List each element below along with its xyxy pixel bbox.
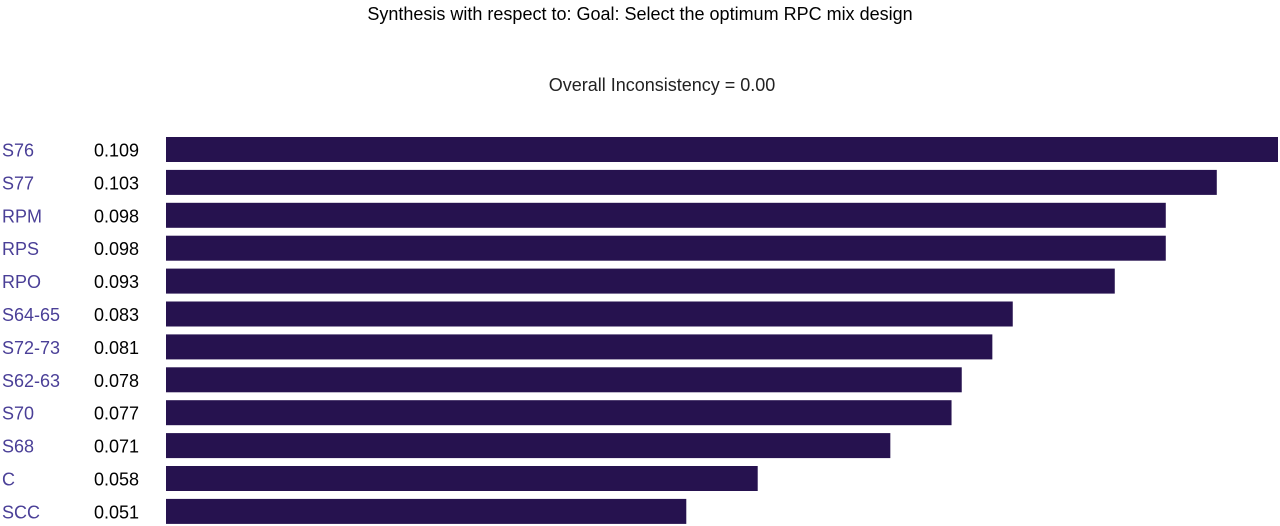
chart-title: Synthesis with respect to: Goal: Select …: [367, 4, 912, 24]
value-label-s68: 0.071: [94, 437, 139, 457]
value-label-rpm: 0.098: [94, 206, 139, 226]
bar-c: [166, 466, 758, 491]
bar-scc: [166, 498, 687, 524]
bar-s62-63: [166, 367, 962, 393]
bar-s70: [166, 400, 952, 426]
value-label-s77: 0.103: [94, 173, 139, 193]
category-label-rps: RPS: [2, 239, 39, 259]
value-label-s62-63: 0.078: [94, 371, 139, 391]
category-label-s62-63: S62-63: [2, 371, 60, 391]
category-label-s76: S76: [2, 141, 34, 161]
bar-rpm: [166, 202, 1166, 228]
value-label-c: 0.058: [94, 470, 139, 490]
bar-rpo: [166, 268, 1115, 294]
value-label-s64-65: 0.083: [94, 305, 139, 325]
category-label-s77: S77: [2, 173, 34, 193]
bar-s68: [166, 433, 891, 459]
value-label-rpo: 0.093: [94, 272, 139, 292]
bar-s72-73: [166, 334, 993, 360]
bar-s76: [166, 137, 1278, 162]
category-label-s68: S68: [2, 437, 34, 457]
overall-inconsistency-label: Overall Inconsistency = 0.00: [549, 75, 776, 95]
bar-rps: [166, 235, 1166, 261]
value-label-rps: 0.098: [94, 239, 139, 259]
category-label-s72-73: S72-73: [2, 338, 60, 358]
category-label-rpo: RPO: [2, 272, 41, 292]
category-label-s70: S70: [2, 404, 34, 424]
category-label-rpm: RPM: [2, 206, 42, 226]
value-label-scc: 0.051: [94, 502, 139, 522]
value-label-s76: 0.109: [94, 141, 139, 161]
bar-s77: [166, 169, 1217, 195]
category-label-s64-65: S64-65: [2, 305, 60, 325]
value-label-s70: 0.077: [94, 404, 139, 424]
category-label-c: C: [2, 470, 15, 490]
category-label-scc: SCC: [2, 502, 40, 522]
value-label-s72-73: 0.081: [94, 338, 139, 358]
bar-rows: S76 0.109 S77 0.103 RPM 0.098 RPS 0.098 RPO 0.093…: [2, 137, 1278, 524]
bar-s64-65: [166, 301, 1013, 327]
